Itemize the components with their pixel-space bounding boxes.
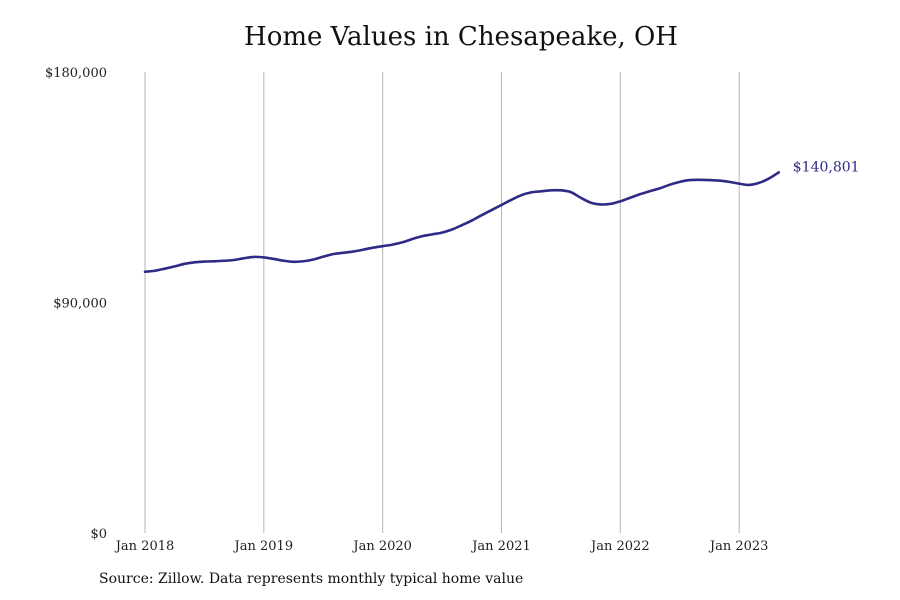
- end-value-label: $140,801: [793, 159, 860, 175]
- y-tick-label: $90,000: [53, 297, 107, 312]
- x-tick-label: Jan 2022: [589, 539, 650, 554]
- x-axis-ticks: Jan 2018 Jan 2019 Jan 2020 Jan 2021 Jan 2022…: [114, 539, 769, 554]
- gridlines: [144, 72, 740, 533]
- series-line: [143, 171, 781, 274]
- x-tick-label: Jan 2019: [233, 539, 294, 554]
- y-tick-label: $180,000: [45, 66, 107, 81]
- series-layer: $140,801: [143, 159, 860, 274]
- y-axis-ticks: $0 $90,000 $180,000: [45, 66, 107, 542]
- x-tick-label: Jan 2020: [351, 539, 412, 554]
- y-tick-label: $0: [90, 527, 107, 542]
- chart-title: Home Values in Chesapeake, OH: [244, 22, 678, 52]
- x-tick-label: Jan 2018: [114, 539, 175, 554]
- x-tick-label: Jan 2023: [708, 539, 769, 554]
- source-note: Source: Zillow. Data represents monthly …: [99, 571, 524, 587]
- x-tick-label: Jan 2021: [470, 539, 531, 554]
